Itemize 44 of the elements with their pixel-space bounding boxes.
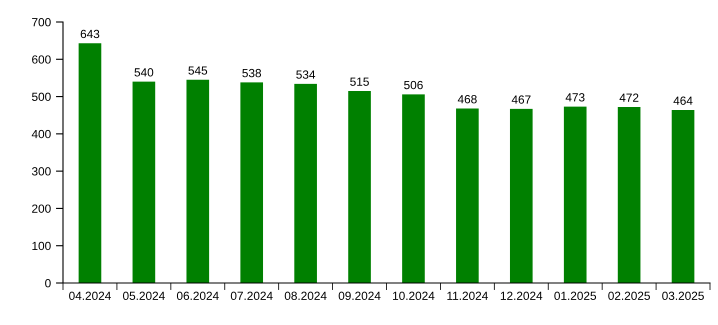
y-tick-label: 500 xyxy=(32,92,51,101)
x-tick-label: 12.2024 xyxy=(500,292,542,300)
data-label: 545 xyxy=(188,66,208,75)
bar xyxy=(402,94,425,283)
data-label: 467 xyxy=(512,95,531,104)
x-tick-label: 04.2024 xyxy=(69,292,111,300)
data-label: 538 xyxy=(242,68,262,78)
bar xyxy=(132,82,156,283)
bar xyxy=(672,110,694,283)
bar xyxy=(348,90,371,283)
bar xyxy=(564,106,587,283)
x-tick-label: 09.2024 xyxy=(338,292,381,300)
y-tick-label: 300 xyxy=(32,167,51,176)
x-tick-label: 11.2024 xyxy=(447,292,488,300)
bar xyxy=(186,80,210,283)
data-label: 464 xyxy=(673,96,693,105)
x-tick-label: 03.2025 xyxy=(662,292,704,300)
y-tick-label: 400 xyxy=(32,130,51,138)
bar xyxy=(294,84,317,283)
x-tick-label: 01.2025 xyxy=(554,292,596,300)
data-label: 506 xyxy=(404,80,423,90)
data-label: 515 xyxy=(350,78,369,86)
x-tick-label: 06.2024 xyxy=(176,292,219,300)
bar xyxy=(456,108,479,283)
bar xyxy=(78,43,102,283)
bar xyxy=(510,108,533,283)
data-label: 473 xyxy=(566,93,585,102)
data-label: 643 xyxy=(80,30,100,38)
data-label: 468 xyxy=(458,95,477,104)
y-tick-label: 200 xyxy=(32,204,51,213)
x-tick-label: 05.2024 xyxy=(123,292,165,300)
bar xyxy=(618,107,640,283)
y-tick-label: 100 xyxy=(32,242,51,250)
x-tick-label: 08.2024 xyxy=(284,292,327,300)
y-tick-label: 600 xyxy=(32,55,51,64)
data-label: 534 xyxy=(296,70,316,79)
bar xyxy=(240,82,264,283)
x-tick-label: 10.2024 xyxy=(393,292,434,300)
x-tick-label: 07.2024 xyxy=(230,292,273,300)
y-tick-label: 0 xyxy=(45,279,51,288)
data-label: 540 xyxy=(134,68,154,77)
y-tick-label: 700 xyxy=(32,18,51,26)
data-label: 472 xyxy=(620,94,638,102)
x-tick-label: 02.2025 xyxy=(608,292,650,300)
